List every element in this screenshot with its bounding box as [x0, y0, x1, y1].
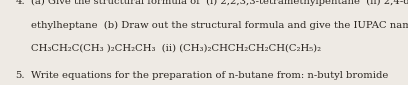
Text: CH₃CH₂C(CH₃ )₂CH₂CH₃  (ii) (CH₃)₂CHCH₂CH₂CH(C₂H₅)₂: CH₃CH₂C(CH₃ )₂CH₂CH₃ (ii) (CH₃)₂CHCH₂CH₂… [31, 44, 321, 53]
Text: Write equations for the preparation of n-butane from: n-butyl bromide: Write equations for the preparation of n… [31, 71, 388, 80]
Text: ethylheptane  (b) Draw out the structural formula and give the IUPAC name of (i): ethylheptane (b) Draw out the structural… [31, 21, 408, 30]
Text: (a) Give the structural formula of  (i) 2,2,3,3-tetramethylpentane  (ii) 2,4-dim: (a) Give the structural formula of (i) 2… [31, 0, 408, 6]
Text: 4.: 4. [16, 0, 25, 6]
Text: 5.: 5. [16, 71, 25, 80]
